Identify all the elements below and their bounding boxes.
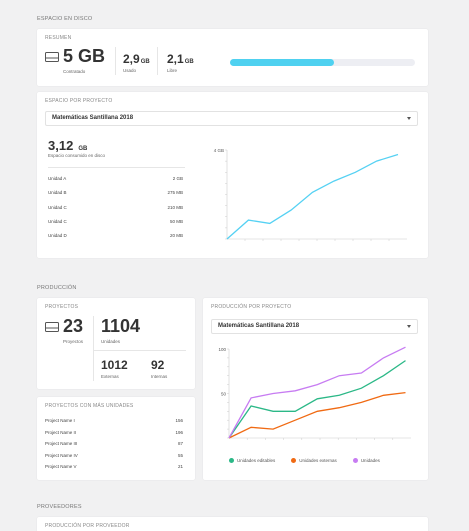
- project-name: Project Name II: [45, 429, 77, 435]
- unit-name: Unidad C: [48, 204, 67, 210]
- legend-dot-icon: [291, 458, 297, 464]
- units-h-divider: [94, 350, 186, 351]
- y-tick-label: 50: [221, 392, 227, 397]
- contracted-label: Contratado: [63, 69, 86, 74]
- top-project-row: Project Name V 21: [45, 464, 183, 469]
- unit-name: Unidad B: [48, 190, 67, 196]
- legend-dot-icon: [352, 458, 358, 464]
- y-tick-label: 4 GB: [214, 148, 224, 153]
- summary-divider: [115, 47, 116, 75]
- unit-size: 275 MB: [167, 190, 183, 196]
- legend-label: Unidades: [360, 458, 380, 463]
- unit-size: 50 MB: [169, 218, 183, 224]
- production-chart-title: PRODUCCIÓN POR PROYECTO: [211, 304, 292, 310]
- unit-row: Unidad C 210 MB: [48, 205, 183, 210]
- project-unit-count: 87: [177, 441, 183, 446]
- legend-label: Unidades editables: [237, 458, 276, 463]
- unit-row: Unidad A 2 GB: [48, 176, 183, 181]
- internal-label: Internas: [151, 374, 168, 379]
- legend-item: Unidades externas: [291, 458, 337, 464]
- unit-size: 2 GB: [172, 176, 183, 181]
- disk-section-title: ESPACIO EN DISCO: [37, 16, 93, 22]
- hard-disk-icon: [45, 322, 59, 332]
- project-unit-count: 21: [177, 464, 183, 469]
- project-select[interactable]: Matemáticas Santillana 2018: [45, 111, 418, 126]
- top-projects-card: PROYECTOS CON MÁS UNIDADES Project Name …: [37, 397, 195, 480]
- project-unit-count: 55: [177, 452, 183, 458]
- legend-dot-icon: [229, 458, 234, 464]
- space-series-line: [226, 153, 399, 240]
- top-projects-title: PROYECTOS CON MÁS UNIDADES: [45, 403, 134, 409]
- free-value: 2,1GB: [167, 52, 194, 66]
- total-space-value: 3,12 GB: [48, 138, 88, 153]
- contracted-value: 5 GB: [63, 46, 106, 66]
- units-divider: [48, 167, 185, 168]
- internal-value: 92: [151, 358, 165, 372]
- production-project-select[interactable]: Matemáticas Santillana 2018: [211, 319, 418, 334]
- unit-name: Unidad A: [48, 176, 67, 181]
- units-label: Unidades: [101, 339, 121, 344]
- unit-row: Unidad B 275 MB: [48, 190, 183, 195]
- project-space-card: ESPACIO POR PROYECTO Matemáticas Santill…: [37, 92, 428, 258]
- project-name: Project Name III: [45, 441, 78, 446]
- legend-item: Unidades: [352, 458, 380, 464]
- production-section-title: PRODUCCIÓN: [37, 285, 77, 291]
- legend-label: Unidades externas: [299, 458, 337, 463]
- external-label: Externas: [101, 374, 119, 379]
- project-name: Project Name I: [45, 418, 75, 423]
- providers-card: PRODUCCIÓN POR PROVEEDOR: [37, 517, 428, 531]
- providers-section-title: PROVEEDORES: [37, 504, 82, 510]
- unit-size: 210 MB: [167, 204, 183, 210]
- production-chart-legend: Unidades editables Unidades externas Unida…: [229, 458, 380, 464]
- project-unit-count: 156: [175, 418, 183, 423]
- used-label: Usado: [123, 68, 137, 73]
- total-space-label: Espacio consumido en disco: [48, 153, 106, 158]
- chevron-down-icon: [407, 325, 411, 328]
- top-project-row: Project Name I 156: [45, 418, 183, 423]
- free-label: Libre: [167, 68, 178, 73]
- production-select-value: Matemáticas Santillana 2018: [218, 323, 300, 329]
- y-tick-label: 100: [218, 347, 226, 352]
- production-series-line: [228, 346, 406, 439]
- unit-name: Unidad C: [48, 218, 67, 224]
- used-value: 2,9GB: [123, 52, 150, 66]
- legend-item: Unidades editables: [229, 458, 276, 464]
- top-project-row: Project Name IV 55: [45, 453, 183, 458]
- space-line-chart: 4 GB: [214, 148, 407, 241]
- unit-name: Unidad D: [48, 233, 67, 239]
- projects-divider: [93, 316, 94, 381]
- chevron-down-icon: [407, 117, 411, 120]
- project-unit-count: 196: [175, 429, 183, 435]
- projects-card: PROYECTOS 23 Proyectos 1104 Unidades 101…: [37, 298, 195, 389]
- project-name: Project Name IV: [45, 452, 78, 458]
- hard-disk-icon: [45, 52, 59, 62]
- production-series-line: [228, 391, 406, 439]
- project-select-value: Matemáticas Santillana 2018: [52, 115, 134, 121]
- projects-value: 23: [63, 316, 84, 336]
- project-name: Project Name V: [45, 464, 77, 469]
- summary-divider-2: [157, 47, 158, 75]
- unit-row: Unidad D 20 MB: [48, 233, 183, 238]
- unit-row: Unidad C 50 MB: [48, 219, 183, 224]
- production-series-line: [228, 360, 406, 439]
- providers-card-title: PRODUCCIÓN POR PROVEEDOR: [45, 523, 130, 529]
- summary-title: RESUMEN: [45, 35, 72, 41]
- disk-usage-fill: [230, 59, 334, 66]
- disk-usage-bar: [230, 59, 415, 66]
- production-line-chart: 100 50: [218, 346, 411, 440]
- external-value: 1012: [101, 358, 128, 372]
- project-space-title: ESPACIO POR PROYECTO: [45, 98, 113, 104]
- projects-title: PROYECTOS: [45, 304, 79, 310]
- projects-label: Proyectos: [63, 339, 84, 344]
- top-project-row: Project Name II 196: [45, 430, 183, 435]
- summary-card: RESUMEN 5 GB Contratado 2,9GB Usado 2,1G…: [37, 29, 428, 86]
- unit-size: 20 MB: [169, 233, 183, 239]
- top-project-row: Project Name III 87: [45, 441, 183, 446]
- units-value: 1104: [101, 316, 141, 336]
- production-chart-card: PRODUCCIÓN POR PROYECTO Matemáticas Sant…: [203, 298, 428, 480]
